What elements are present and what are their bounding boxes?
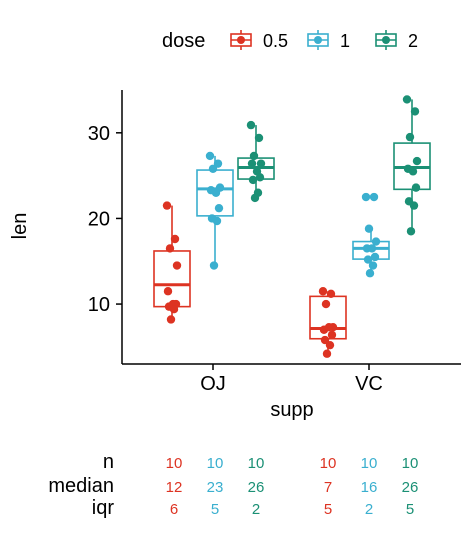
box-group <box>196 151 234 270</box>
data-point <box>402 95 412 104</box>
data-point <box>212 216 222 226</box>
box-group <box>309 287 347 358</box>
y-tick-label: 10 <box>88 294 110 316</box>
table-cell: 6 <box>170 501 178 518</box>
y-tick-label: 30 <box>88 123 110 145</box>
data-point <box>163 287 173 296</box>
data-point <box>325 340 335 350</box>
data-point <box>409 201 419 210</box>
table-row-label: n <box>103 451 114 473</box>
data-point <box>248 175 258 185</box>
legend-title: dose <box>162 30 205 52</box>
table-cell: 26 <box>248 479 265 496</box>
table-cell: 10 <box>207 455 224 472</box>
x-tick-label: VC <box>355 373 383 395</box>
data-point <box>406 227 416 236</box>
legend-label: 2 <box>408 31 418 51</box>
data-point <box>370 252 380 262</box>
table-cell: 2 <box>252 501 260 518</box>
data-point <box>410 107 420 116</box>
data-point <box>324 322 334 332</box>
box-group <box>237 120 275 203</box>
data-point <box>367 244 377 253</box>
table-cell: 5 <box>324 501 332 518</box>
legend: dose 0.5 1 2 <box>162 30 418 52</box>
data-point <box>326 289 336 298</box>
box <box>153 250 191 308</box>
legend-label: 1 <box>340 31 350 51</box>
legend-key <box>230 30 252 50</box>
data-point <box>256 159 266 168</box>
box-group <box>352 192 390 278</box>
table-cell: 7 <box>324 479 332 496</box>
data-point <box>411 183 421 192</box>
table-cell: 10 <box>361 455 378 472</box>
data-point <box>208 164 218 173</box>
table-cell: 5 <box>406 501 414 518</box>
data-point <box>364 224 374 233</box>
data-point <box>246 120 256 130</box>
table-row-label: median <box>48 475 114 497</box>
table-cell: 10 <box>402 455 419 472</box>
table-cell: 10 <box>248 455 265 472</box>
data-point <box>369 192 379 202</box>
table-cell: 26 <box>402 479 419 496</box>
data-point <box>368 261 378 270</box>
data-point <box>365 269 375 278</box>
data-point <box>249 151 259 161</box>
data-point <box>255 173 265 182</box>
x-tick-label: OJ <box>200 373 226 395</box>
data-point <box>165 244 175 253</box>
table-cell: 23 <box>207 479 224 496</box>
data-point <box>250 193 260 203</box>
data-point <box>166 315 176 324</box>
legend-key-point <box>314 36 322 44</box>
box-group <box>393 95 431 236</box>
data-point <box>214 203 224 213</box>
data-point <box>162 201 172 210</box>
table-cell: 10 <box>166 455 183 472</box>
axes: supp len 10 20 30 OJ VC <box>9 90 461 421</box>
data-point <box>318 287 328 296</box>
legend-label: 0.5 <box>263 31 288 51</box>
data-point <box>170 234 180 244</box>
data-point <box>363 255 373 264</box>
data-point <box>405 132 415 142</box>
y-axis-title: len <box>9 213 31 240</box>
data-point <box>361 192 371 202</box>
box-group <box>153 201 191 324</box>
data-point <box>172 261 182 270</box>
table-cell: 16 <box>361 479 378 496</box>
data-point <box>408 167 418 176</box>
data-point <box>211 188 221 197</box>
legend-key-point <box>382 36 390 44</box>
data-point <box>247 159 257 168</box>
plot-area <box>153 95 431 358</box>
table-cell: 10 <box>320 455 337 472</box>
data-point <box>412 156 422 166</box>
data-point <box>205 151 215 161</box>
table-cell: 2 <box>365 501 373 518</box>
data-point <box>169 305 179 314</box>
legend-key-point <box>237 36 245 44</box>
legend-key <box>307 30 329 50</box>
data-point <box>209 261 219 270</box>
data-point <box>322 349 332 358</box>
data-point <box>254 133 264 143</box>
data-point <box>371 237 381 246</box>
data-point <box>327 330 337 340</box>
table-cell: 12 <box>166 479 183 496</box>
legend-key <box>375 30 397 50</box>
x-axis-title: supp <box>270 399 313 421</box>
data-point <box>321 299 331 309</box>
table-row-label: iqr <box>92 497 115 519</box>
y-tick-label: 20 <box>88 208 110 230</box>
table-cell: 5 <box>211 501 219 518</box>
